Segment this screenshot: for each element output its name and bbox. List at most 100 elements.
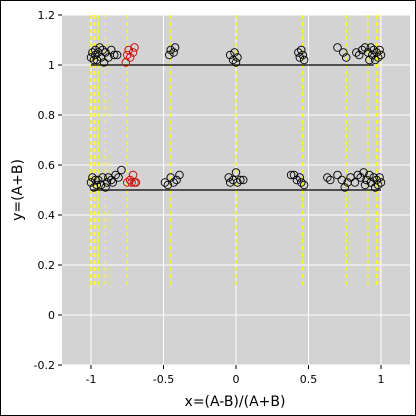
- data-point: [297, 45, 306, 55]
- data-point: [299, 180, 309, 190]
- data-point: [353, 170, 363, 180]
- data-point-red: [128, 48, 138, 57]
- data-point: [326, 175, 335, 185]
- data-point: [360, 180, 370, 190]
- data-point: [369, 173, 379, 182]
- data-point: [172, 175, 181, 185]
- y-tick-label: -0.2: [34, 359, 55, 372]
- data-point: [289, 170, 299, 180]
- data-point: [166, 45, 175, 55]
- y-axis-ticks: -0.2 0 0.2 0.4 0.6 0.8 1 1.2: [34, 9, 62, 372]
- y-tick-label: 1: [48, 59, 55, 72]
- data-point: [102, 178, 112, 187]
- data-point: [352, 48, 361, 57]
- data-point: [88, 173, 97, 182]
- data-point: [376, 50, 386, 60]
- data-point: [104, 173, 113, 182]
- x-tick-label: -0.5: [153, 373, 174, 386]
- data-point: [375, 173, 384, 182]
- data-point: [299, 55, 309, 65]
- data-point: [86, 178, 96, 187]
- data-point: [166, 173, 175, 182]
- data-point: [170, 43, 180, 52]
- data-points: [86, 43, 386, 192]
- data-point: [86, 53, 96, 62]
- data-point: [340, 183, 350, 192]
- data-point: [111, 170, 120, 180]
- data-point: [339, 48, 348, 57]
- data-point: [294, 48, 303, 57]
- data-point: [169, 178, 178, 187]
- y-tick-label: 0.2: [38, 259, 56, 272]
- data-point-red: [125, 175, 135, 185]
- data-point: [292, 175, 302, 185]
- data-point: [169, 48, 178, 57]
- data-point: [297, 178, 306, 187]
- x-tick-label: 0: [233, 373, 240, 386]
- data-point: [323, 173, 332, 182]
- data-point: [225, 50, 235, 60]
- data-point: [92, 180, 102, 190]
- data-point: [286, 170, 296, 180]
- data-point-red: [125, 53, 135, 62]
- data-point: [117, 165, 126, 175]
- data-point: [165, 50, 174, 60]
- data-point: [89, 55, 99, 65]
- y-tick-label: 0.6: [38, 159, 56, 172]
- data-point: [356, 173, 365, 182]
- data-point: [108, 178, 117, 187]
- data-point: [98, 45, 107, 55]
- data-point: [362, 175, 371, 185]
- data-point: [333, 43, 342, 52]
- data-point: [372, 175, 381, 185]
- y-tick-label: 0: [48, 309, 55, 322]
- data-point-red: [122, 50, 132, 60]
- data-point: [91, 50, 100, 60]
- data-point: [163, 180, 173, 190]
- x-tick-label: 0.5: [300, 373, 318, 386]
- data-point: [101, 183, 110, 192]
- data-point: [366, 178, 376, 187]
- data-point: [114, 173, 123, 182]
- data-point: [238, 175, 248, 185]
- data-point: [112, 50, 122, 60]
- data-point: [109, 50, 119, 60]
- x-tick-label: 1: [378, 373, 385, 386]
- data-point: [372, 48, 381, 57]
- data-point-red: [131, 178, 141, 187]
- data-point: [107, 175, 116, 185]
- data-point: [359, 168, 368, 177]
- data-point: [233, 53, 242, 62]
- data-point: [99, 58, 109, 67]
- y-tick-label: 0.4: [38, 209, 56, 222]
- x-tick-label: -1: [86, 373, 97, 386]
- data-point: [365, 55, 374, 65]
- data-point: [375, 45, 384, 55]
- data-point: [346, 173, 355, 182]
- data-point: [368, 50, 377, 60]
- x-axis-title: x=(A-B)/(A+B): [185, 394, 286, 410]
- y-tick-label: 0.8: [38, 109, 56, 122]
- data-point: [355, 50, 364, 60]
- y-axis-title: y=(A+B): [10, 159, 26, 221]
- data-point: [91, 175, 100, 185]
- data-point: [333, 170, 342, 180]
- data-point: [298, 50, 307, 60]
- data-point: [95, 43, 104, 52]
- data-point: [233, 178, 242, 187]
- data-point: [104, 53, 113, 62]
- data-point: [230, 48, 239, 57]
- y-tick-label: 1.2: [38, 9, 56, 22]
- data-point: [231, 168, 241, 177]
- data-point: [93, 175, 103, 185]
- data-point: [224, 173, 233, 182]
- data-point: [360, 43, 370, 52]
- data-point: [236, 175, 245, 185]
- data-point: [101, 48, 110, 57]
- x-axis-ticks: -1 -0.5 0 0.5 1: [86, 365, 385, 386]
- data-point: [350, 178, 360, 187]
- data-point: [231, 58, 241, 67]
- data-point-red: [130, 43, 139, 52]
- reference-lines: [91, 64, 381, 191]
